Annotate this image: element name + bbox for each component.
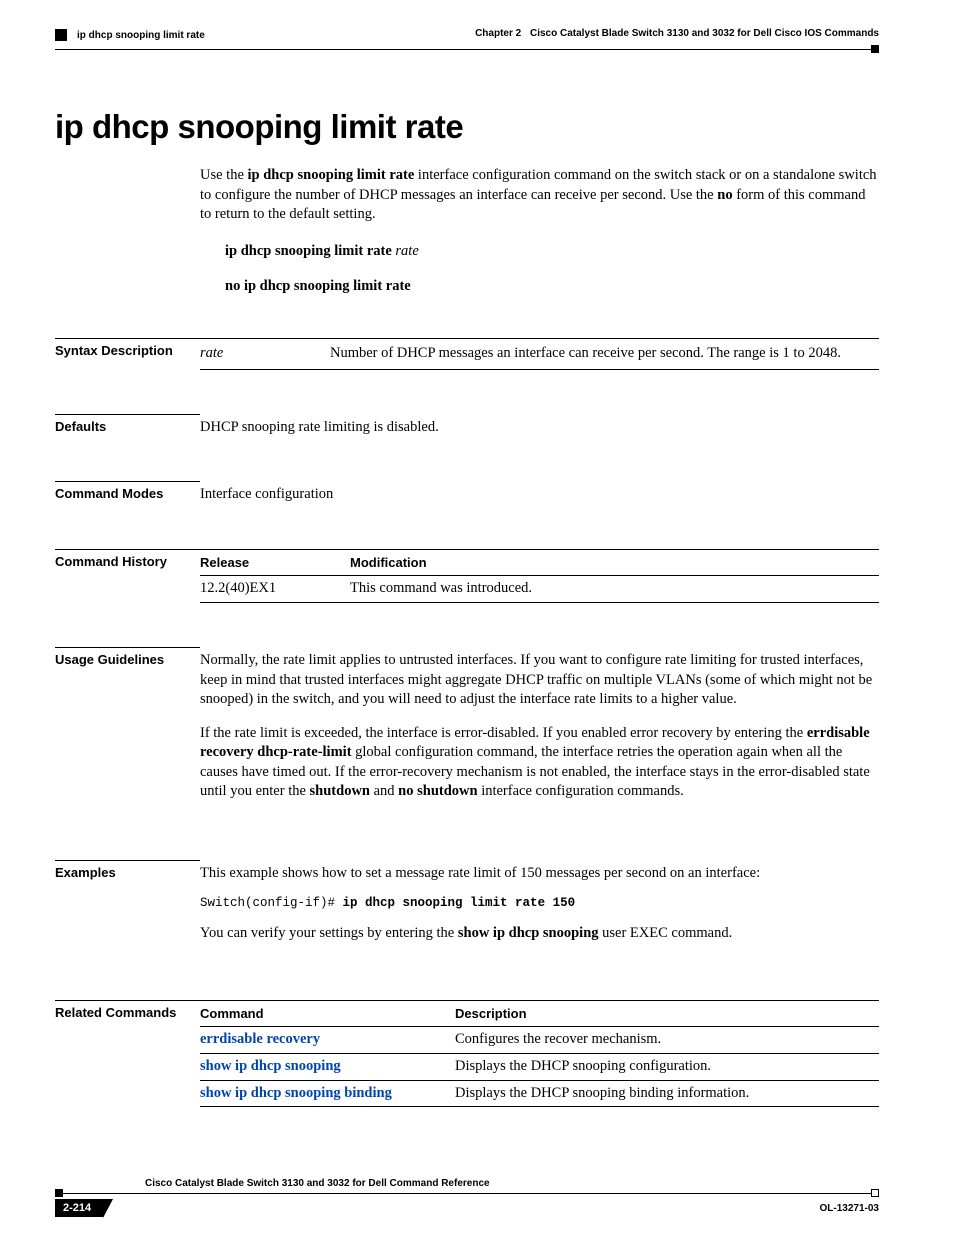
footer-title: Cisco Catalyst Blade Switch 3130 and 303… (55, 1178, 879, 1189)
intro-cmd-bold: ip dhcp snooping limit rate (248, 167, 415, 183)
usage-guidelines-body: Normally, the rate limit applies to untr… (200, 647, 879, 816)
related-link[interactable]: errdisable recovery (200, 1031, 320, 1047)
chapter-title: Cisco Catalyst Blade Switch 3130 and 303… (530, 28, 879, 39)
footer-rule-start-icon (55, 1189, 63, 1197)
syntax-line-2: no ip dhcp snooping limit rate (225, 278, 411, 294)
command-history-table: Release Modification 12.2(40)EX1 This co… (200, 549, 879, 603)
examples-para-3: You can verify your settings by entering… (200, 924, 879, 944)
intro-no-bold: no (717, 187, 732, 203)
examples-code: Switch(config-if)# ip dhcp snooping limi… (200, 895, 879, 912)
syntax-description-label: Syntax Description (55, 338, 200, 370)
related-link[interactable]: show ip dhcp snooping (200, 1058, 341, 1074)
chapter-label: Chapter 2 (475, 28, 521, 39)
syntax-param: rate (200, 339, 330, 370)
table-row: rate Number of DHCP messages an interfac… (200, 339, 879, 370)
usage-guidelines-label: Usage Guidelines (55, 647, 200, 816)
table-row: errdisable recovery Configures the recov… (200, 1027, 879, 1054)
history-release: 12.2(40)EX1 (200, 576, 350, 603)
header-chapter: Chapter 2 Cisco Catalyst Blade Switch 31… (475, 28, 879, 41)
header-rule-end-icon (871, 45, 879, 53)
syntax-line-1-bold: ip dhcp snooping limit rate (225, 243, 395, 259)
footer-rule-end-icon (871, 1189, 879, 1197)
examples-label: Examples (55, 860, 200, 956)
table-row: show ip dhcp snooping binding Displays t… (200, 1080, 879, 1107)
header-rule (55, 49, 871, 50)
syntax-block: ip dhcp snooping limit rate rate no ip d… (55, 241, 879, 299)
command-modes-label: Command Modes (55, 481, 200, 505)
related-header-description: Description (455, 1000, 879, 1027)
defaults-label: Defaults (55, 414, 200, 438)
related-desc: Displays the DHCP snooping configuration… (455, 1054, 879, 1081)
history-modification: This command was introduced. (350, 576, 879, 603)
related-link[interactable]: show ip dhcp snooping binding (200, 1085, 392, 1101)
defaults-text: DHCP snooping rate limiting is disabled. (200, 414, 879, 438)
examples-para-1: This example shows how to set a message … (200, 864, 879, 884)
table-row: 12.2(40)EX1 This command was introduced. (200, 576, 879, 603)
history-header-release: Release (200, 549, 350, 576)
syntax-description-table: rate Number of DHCP messages an interfac… (200, 338, 879, 370)
related-commands-label: Related Commands (55, 1000, 200, 1107)
history-header-modification: Modification (350, 549, 879, 576)
related-desc: Displays the DHCP snooping binding infor… (455, 1080, 879, 1107)
related-commands-table: Command Description errdisable recovery … (200, 1000, 879, 1107)
page-number-tab: 2-214 (55, 1199, 103, 1217)
command-modes-text: Interface configuration (200, 481, 879, 505)
footer-rule (63, 1193, 871, 1194)
related-header-command: Command (200, 1000, 455, 1027)
syntax-param-desc: Number of DHCP messages an interface can… (330, 339, 879, 370)
related-desc: Configures the recover mechanism. (455, 1027, 879, 1054)
examples-body: This example shows how to set a message … (200, 860, 879, 956)
syntax-line-1-ital: rate (395, 243, 418, 259)
usage-para-1: Normally, the rate limit applies to untr… (200, 651, 879, 710)
header-breadcrumb: ip dhcp snooping limit rate (77, 30, 205, 41)
usage-para-2: If the rate limit is exceeded, the inter… (200, 724, 879, 802)
command-history-label: Command History (55, 549, 200, 603)
page-title: ip dhcp snooping limit rate (55, 108, 879, 146)
table-row: show ip dhcp snooping Displays the DHCP … (200, 1054, 879, 1081)
header-marker-icon (55, 29, 67, 41)
intro-paragraph: Use the ip dhcp snooping limit rate inte… (55, 166, 879, 225)
doc-id: OL-13271-03 (820, 1203, 879, 1214)
